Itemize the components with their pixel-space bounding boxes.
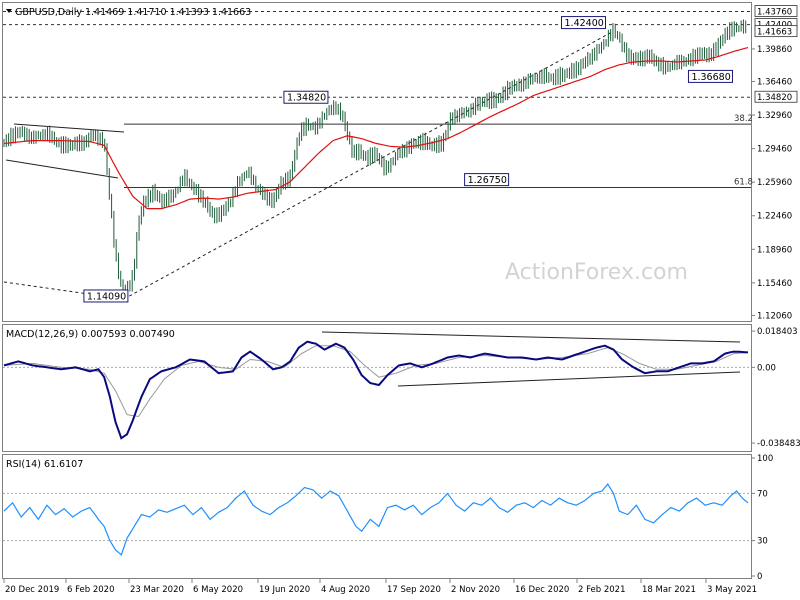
price-annotations: 1.42400 1.34820 1.26750 1.36680 1.14090: [83, 16, 733, 303]
macd-line: [3, 340, 749, 440]
annotation-label: 1.42400: [565, 18, 604, 29]
x-tick-label: 17 Sep 2020: [387, 585, 441, 595]
x-axis: 20 Dec 2019 6 Feb 2020 23 Mar 2020 6 May 20…: [3, 579, 757, 595]
rsi-tick-label: 0: [757, 572, 762, 582]
triangle-upper-line: [13, 123, 125, 133]
macd-upper-trendline: [321, 331, 741, 343]
price-tick-box: [754, 25, 798, 38]
price-tick-label: 1.22460: [757, 212, 792, 222]
price-annotation: 1.26750: [464, 173, 510, 187]
price-tick-box: [754, 5, 798, 17]
price-annotation: 1.14090: [83, 289, 129, 303]
rsi-tick-label: 30: [757, 537, 768, 547]
title-marker: [6, 9, 12, 13]
moving-average-line: [3, 47, 749, 210]
rsi-panel-frame: [2, 454, 752, 579]
price-annotation: 1.34820: [283, 90, 329, 104]
fib-label: 61.8: [734, 178, 753, 188]
price-levels: 38.2 61.8: [3, 11, 753, 189]
watermark: ActionForex.com: [505, 260, 688, 285]
rsi-axis: 100 70 30 0: [751, 454, 773, 582]
price-tick-label: 1.12060: [757, 311, 792, 321]
rsi-panel: 100 70 30 0 RSI(14) 61.6107: [2, 454, 773, 582]
x-tick-label: 19 Jun 2020: [259, 585, 310, 595]
rsi-tick-label: 70: [757, 489, 768, 499]
x-tick-label: 6 May 2020: [193, 585, 243, 595]
price-annotation: 1.36680: [687, 69, 733, 83]
macd-panel-frame: [2, 324, 752, 452]
rsi-tick-label: 100: [757, 454, 773, 464]
x-tick-label: 18 Mar 2021: [642, 585, 696, 595]
price-tick-label: 1.41663: [757, 28, 792, 38]
fib-label: 38.2: [734, 114, 753, 124]
price-tick-box: [754, 90, 798, 103]
annotation-box: [464, 173, 510, 187]
x-tick-label: 23 Mar 2020: [130, 585, 184, 595]
macd-panel: 0.018403 0.00 -0.038483 MACD(12,26,9) 0.00…: [2, 324, 800, 452]
macd-signal-line: [3, 345, 749, 418]
low-dashed-line: [3, 281, 125, 300]
macd-tick-label: -0.038483: [757, 439, 800, 449]
x-tick-label: 2 Nov 2020: [451, 585, 500, 595]
rsi-label: RSI(14) 61.6107: [6, 459, 83, 470]
price-annotation: 1.42400: [561, 16, 607, 30]
macd-tick-label: 0.018403: [757, 327, 798, 337]
annotation-box: [687, 69, 733, 83]
x-tick-label: 16 Dec 2020: [515, 585, 569, 595]
x-tick-label: 20 Dec 2019: [5, 585, 59, 595]
collapse-triangle-icon: [6, 9, 12, 13]
price-tick-label: 1.15460: [757, 279, 792, 289]
price-tick-label: 1.34820: [757, 93, 792, 103]
macd-tick-label: 0.00: [757, 363, 776, 373]
price-tick-label: 1.25960: [757, 178, 792, 188]
macd-lower-trendline: [397, 371, 741, 387]
price-tick-label: 1.43760: [757, 8, 792, 18]
x-tick-label: 6 Feb 2020: [67, 585, 115, 595]
macd-label: MACD(12,26,9) 0.007593 0.007490: [6, 329, 175, 340]
macd-axis: 0.018403 0.00 -0.038483: [751, 327, 800, 449]
annotation-box: [561, 16, 607, 30]
price-tick-label: 1.29460: [757, 145, 792, 155]
annotation-label: 1.36680: [691, 72, 730, 83]
price-candles: [3, 19, 747, 295]
x-tick-label: 2 Feb 2021: [578, 585, 626, 595]
triangle-lower-line: [5, 159, 119, 179]
price-tick-label: 1.32960: [757, 111, 792, 121]
annotation-box: [83, 289, 129, 303]
rsi-line: [3, 482, 749, 556]
annotation-box: [283, 90, 329, 104]
price-panel: 38.261.8 ActionForex.com 1.424001.348201…: [2, 2, 798, 322]
price-tick-label: 1.39860: [757, 45, 792, 55]
price-tick-label: 1.36460: [757, 78, 792, 88]
chart-title: GBPUSD,Daily 1.41469 1.41710 1.41393 1.4…: [15, 7, 251, 18]
x-tick-label: 3 May 2021: [707, 585, 757, 595]
x-tick-label: 4 Aug 2020: [321, 585, 370, 595]
annotation-label: 1.14090: [87, 291, 126, 302]
price-tick-label: 1.18960: [757, 245, 792, 255]
annotation-label: 1.34820: [287, 93, 326, 104]
price-axis: 1.437601.424001.416631.398601.364601.348…: [751, 5, 798, 321]
annotation-label: 1.26750: [468, 175, 507, 186]
